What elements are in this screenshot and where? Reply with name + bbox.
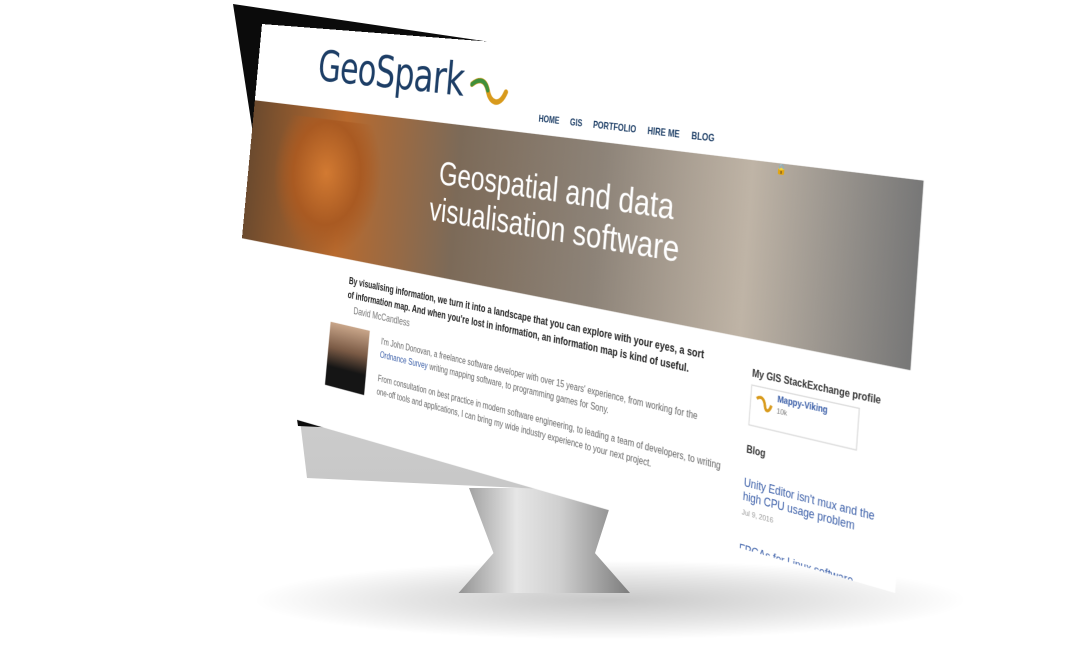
site-logo[interactable]: GeoSpark xyxy=(315,41,466,119)
swoosh-icon xyxy=(468,75,510,112)
logo-text: GeoSpark xyxy=(316,40,467,107)
profile-stats: 10k xyxy=(776,408,788,419)
author-avatar xyxy=(324,321,370,396)
fox-image xyxy=(267,113,385,265)
hero-title: Geospatial and data visualisation softwa… xyxy=(427,155,681,271)
nav-home[interactable]: HOME xyxy=(538,113,560,127)
nav-gis[interactable]: GIS xyxy=(569,117,583,130)
nav-hire-me[interactable]: HIRE ME xyxy=(647,125,681,141)
nav-blog[interactable]: BLOG xyxy=(690,130,715,145)
lock-icon: 🔒 xyxy=(775,162,788,176)
profile-swoosh-icon xyxy=(755,393,774,417)
nav-portfolio[interactable]: PORTFOLIO xyxy=(592,119,637,136)
